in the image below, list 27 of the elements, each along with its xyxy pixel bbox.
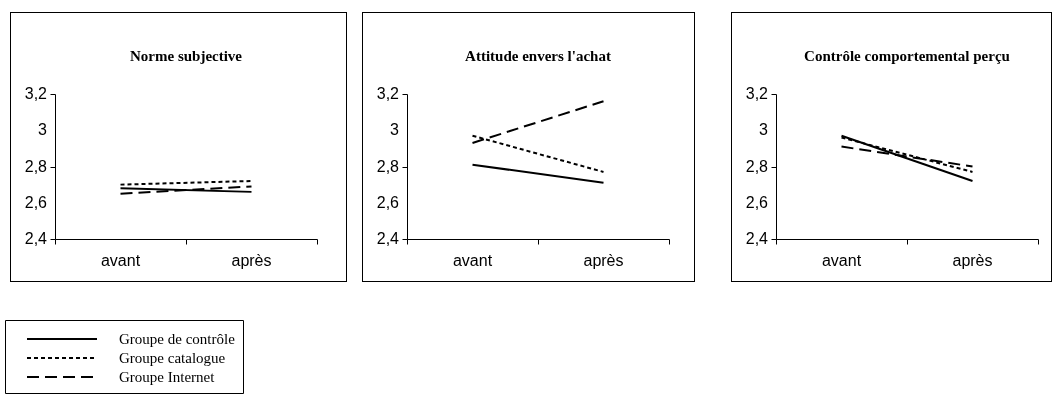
x-tick-label: après [231, 252, 272, 269]
y-tick-label: 2,8 [24, 157, 48, 175]
x-tick-label: avant [452, 252, 493, 269]
y-tick-label: 2,6 [376, 193, 400, 211]
y-tick-label: 2,8 [376, 157, 400, 175]
x-tick-label: avant [821, 252, 862, 269]
y-tick-label: 3 [390, 121, 400, 139]
x-tick-label: après [583, 252, 624, 269]
chart-title: Contrôle comportemental perçu [804, 48, 1010, 64]
y-tick-label: 2,8 [745, 157, 769, 175]
legend-label: Groupe catalogue [119, 350, 226, 366]
y-tick-label: 3,2 [24, 85, 48, 102]
x-tick-label: après [952, 252, 993, 269]
y-tick-label: 3 [759, 121, 769, 139]
y-tick-label: 3,2 [745, 85, 769, 102]
x-tick-label: avant [100, 252, 141, 269]
legend-label: Groupe de contrôle [119, 331, 236, 347]
chart-title: Attitude envers l'achat [465, 48, 611, 64]
y-tick-label: 3,2 [376, 85, 400, 102]
y-tick-label: 2,6 [745, 193, 769, 211]
chart-title: Norme subjective [129, 48, 243, 64]
y-tick-label: 3 [38, 121, 48, 139]
y-tick-label: 2,4 [376, 230, 400, 247]
y-tick-label: 2,6 [24, 193, 48, 211]
y-tick-label: 2,4 [24, 230, 48, 247]
legend-label: Groupe Internet [119, 369, 216, 385]
y-tick-label: 2,4 [745, 230, 769, 247]
